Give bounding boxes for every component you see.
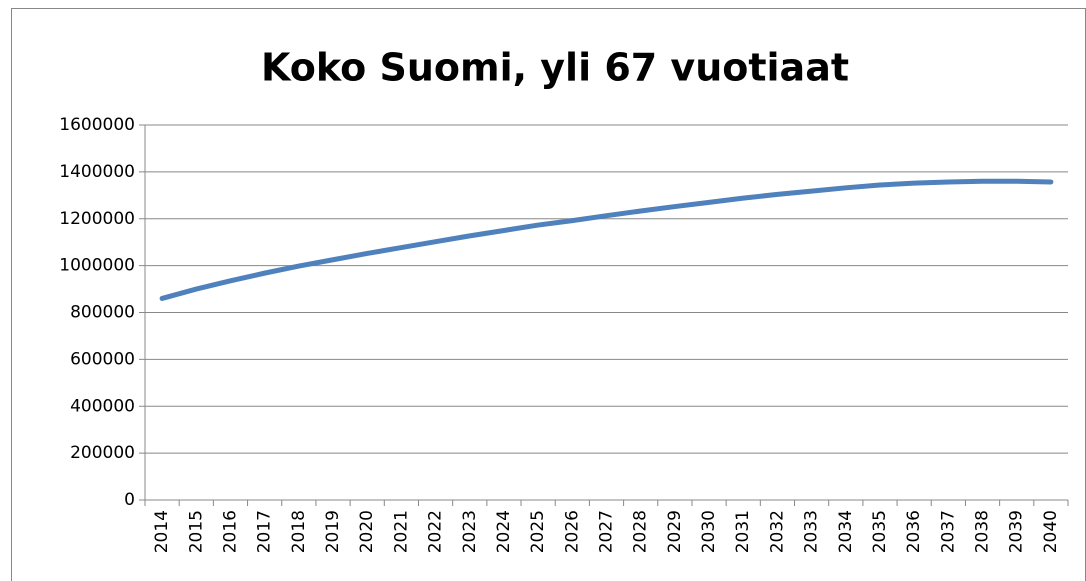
y-tick-label: 200000 (70, 443, 135, 463)
y-tick-label: 400000 (70, 396, 135, 416)
x-tick-label: 2038 (973, 510, 993, 553)
x-tick-label: 2019 (323, 510, 343, 553)
y-tick-label: 1000000 (59, 256, 135, 276)
x-tick-label: 2028 (631, 510, 651, 553)
x-tick-label: 2032 (767, 510, 787, 553)
x-tick-label: 2017 (255, 510, 275, 553)
x-tick-label: 2034 (836, 510, 856, 553)
chart-frame (11, 8, 1086, 581)
x-tick-label: 2026 (562, 510, 582, 553)
x-tick-label: 2029 (665, 510, 685, 553)
x-tick-label: 2035 (870, 510, 890, 553)
x-tick-label: 2036 (904, 510, 924, 553)
x-tick-label: 2037 (938, 510, 958, 553)
x-tick-label: 2039 (1007, 510, 1027, 553)
x-tick-label: 2022 (426, 510, 446, 553)
x-tick-label: 2015 (186, 510, 206, 553)
x-tick-label: 2027 (597, 510, 617, 553)
x-tick-label: 2023 (460, 510, 480, 553)
x-tick-label: 2033 (802, 510, 822, 553)
x-tick-label: 2025 (528, 510, 548, 553)
chart-title: Koko Suomi, yli 67 vuotiaat (261, 46, 849, 90)
x-tick-label: 2018 (289, 510, 309, 553)
x-tick-label: 2040 (1041, 510, 1061, 553)
x-tick-label: 2014 (152, 510, 172, 553)
line-series (159, 178, 1054, 301)
x-tick-label: 2020 (357, 510, 377, 553)
y-tick-label: 0 (124, 490, 135, 510)
y-tick-label: 1200000 (59, 209, 135, 229)
x-tick-label: 2030 (699, 510, 719, 553)
y-tick-label: 800000 (70, 303, 135, 323)
x-tick-label: 2021 (391, 510, 411, 553)
y-tick-label: 1600000 (59, 115, 135, 135)
x-tick-label: 2024 (494, 510, 514, 553)
y-tick-label: 600000 (70, 349, 135, 369)
y-tick-label: 1400000 (59, 162, 135, 182)
x-tick-label: 2031 (733, 510, 753, 553)
x-tick-label: 2016 (220, 510, 240, 553)
